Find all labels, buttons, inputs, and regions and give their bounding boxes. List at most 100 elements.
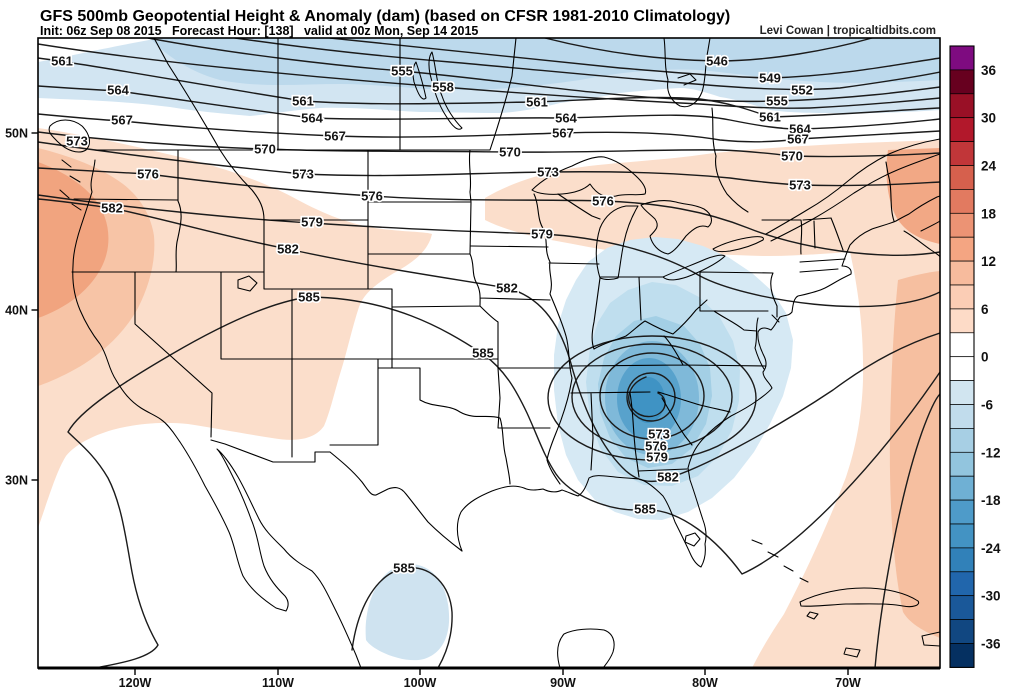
contour-567 <box>38 113 940 143</box>
contour-555 <box>147 38 940 103</box>
colorbar-cell <box>949 523 975 549</box>
colorbar-cell <box>949 212 975 238</box>
map-frame <box>37 37 941 670</box>
great-salt-lake <box>237 275 258 292</box>
colorbar-cell <box>949 547 975 573</box>
contour-label-585: 585 <box>472 346 494 361</box>
lake-okeechobee <box>684 532 701 547</box>
contour-label-567: 567 <box>111 113 133 128</box>
coastline-gulf-of-mexico <box>456 467 707 568</box>
contour-573-north <box>38 141 940 187</box>
colorbar-cell <box>949 189 975 214</box>
colorbar-tick-label: 18 <box>981 206 997 221</box>
contour-561 <box>38 57 940 118</box>
credit-text: Levi Cowan | tropicaltidbits.com <box>760 25 936 37</box>
coastline-vancouver-island <box>48 119 91 211</box>
contour-label-564: 564 <box>789 122 811 137</box>
lake-ontario <box>712 236 764 253</box>
contour-label-567: 567 <box>787 132 809 147</box>
lon-tick-label: 110W <box>262 676 294 690</box>
contour-label-573: 573 <box>537 165 559 180</box>
lake-michigan <box>595 205 639 281</box>
low-center-swirl-icon <box>628 376 666 418</box>
state-province-borders <box>71 38 895 552</box>
contour-label-576: 576 <box>645 439 667 454</box>
colorbar-tick-label: 30 <box>981 111 996 126</box>
lon-tick-label: 100W <box>404 676 437 690</box>
contour-label-573: 573 <box>66 134 88 149</box>
contour-ring-576 <box>571 343 733 451</box>
colorbar-cell <box>949 93 975 119</box>
contour-579-north <box>38 194 940 308</box>
contour-label-564: 564 <box>301 111 323 126</box>
colorbar-cell <box>949 380 975 405</box>
lake-huron <box>640 200 713 255</box>
contour-label-579: 579 <box>301 215 323 230</box>
contour-label-573: 573 <box>789 178 811 193</box>
contour-582 <box>38 198 940 482</box>
contour-label-549: 549 <box>759 71 781 86</box>
axis-labels: 120W 110W 100W 90W 80W 70W 50N 40N 30N <box>5 127 861 691</box>
lon-tick-label: 70W <box>835 676 861 690</box>
contour-label-564: 564 <box>555 111 577 126</box>
anomaly-shading <box>38 38 940 668</box>
colorbar-cell <box>949 404 975 429</box>
contour-label-570: 570 <box>499 145 521 160</box>
positive-anomaly-novascotia <box>886 148 940 244</box>
colorbar-tick-label: 0 <box>981 350 989 365</box>
colorbar-cell <box>949 571 975 597</box>
height-contours <box>38 38 940 668</box>
contour-label-582: 582 <box>496 281 518 296</box>
colorbar-cell <box>949 236 975 262</box>
contour-label-582: 582 <box>101 201 123 216</box>
colorbar-cell <box>949 45 975 71</box>
colorbar-tick-label: -12 <box>981 445 1001 460</box>
page-title: GFS 500mb Geopotential Height & Anomaly … <box>40 8 730 25</box>
contour-label-570: 570 <box>781 149 803 164</box>
contour-label-570: 570 <box>254 142 276 157</box>
colorbar-cell <box>949 356 975 381</box>
colorbar-cell <box>949 117 975 142</box>
positive-anomaly-greatlakes-ne <box>485 140 940 256</box>
contour-552 <box>234 38 940 91</box>
init-forecast-valid-line: Init: 06z Sep 08 2015 Forecast Hour: [13… <box>40 24 478 38</box>
cuba-caribbean-islands <box>751 539 940 658</box>
lon-tick-label: 80W <box>692 676 718 690</box>
anomaly-colorbar: 36 30 24 18 12 6 0 -6 -12 -18 -24 -30 -36 <box>949 45 1001 668</box>
colorbar-cell <box>949 643 975 668</box>
lat-tick-label: 30N <box>5 474 28 488</box>
lat-tick-label: 40N <box>5 304 28 318</box>
colorbar-tick-label: 36 <box>981 63 997 78</box>
st-lawrence-river <box>765 138 940 242</box>
contour-label-552: 552 <box>791 83 813 98</box>
yucatan-peninsula <box>557 628 615 668</box>
contour-label-561: 561 <box>759 110 781 125</box>
contour-label-561: 561 <box>526 95 548 110</box>
contour-570 <box>38 131 940 158</box>
contour-ring-573 <box>599 352 705 440</box>
contour-label-573: 573 <box>648 427 670 442</box>
colorbar-tick-label: -18 <box>981 493 1001 508</box>
contour-label-564: 564 <box>107 83 129 98</box>
colorbar-cell <box>949 165 975 190</box>
colorbar-cell <box>949 451 975 477</box>
colorbar-tick-label: -24 <box>981 541 1001 556</box>
contour-label-576: 576 <box>592 194 614 209</box>
contour-label-561: 561 <box>292 94 314 109</box>
colorbar-tick-label: -6 <box>981 398 993 413</box>
colorbar-cell <box>949 475 975 501</box>
contour-label-579: 579 <box>646 450 668 465</box>
james-bay <box>663 38 711 108</box>
lon-tick-label: 90W <box>550 676 576 690</box>
contour-label-573: 573 <box>292 167 314 182</box>
colorbar-cell <box>949 428 975 453</box>
contour-ring-579 <box>547 335 757 461</box>
colorbar-cell <box>949 332 975 358</box>
contour-label-567: 567 <box>324 129 346 144</box>
contour-label-558: 558 <box>432 80 454 95</box>
contour-label-582: 582 <box>277 242 299 257</box>
